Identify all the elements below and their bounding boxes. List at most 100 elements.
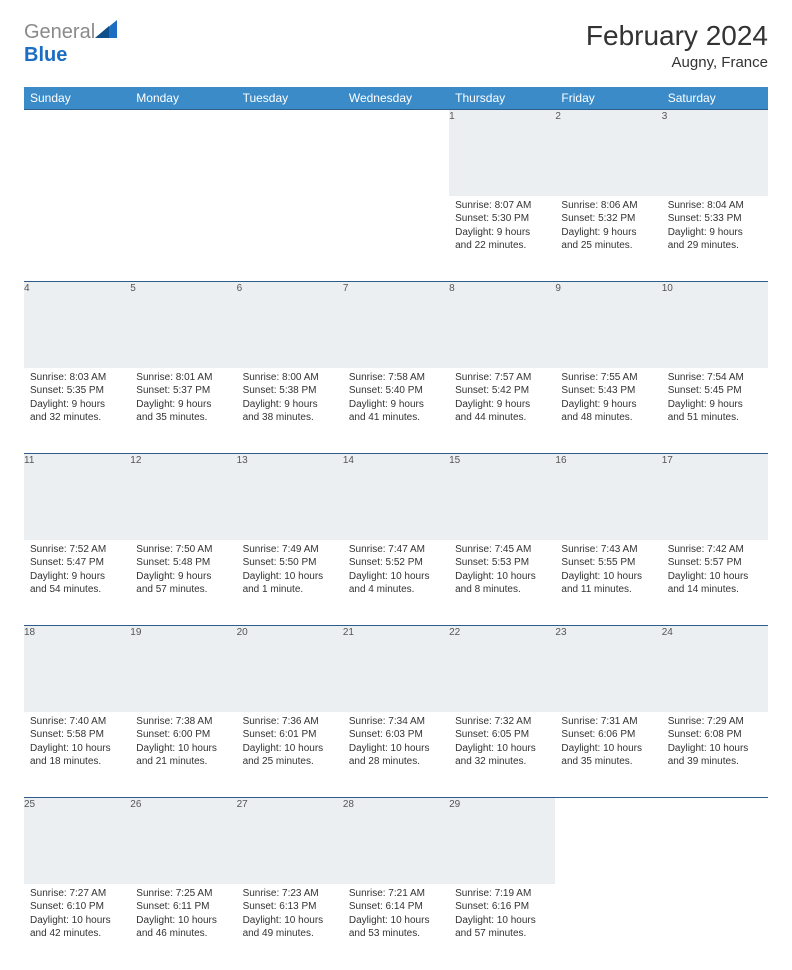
- sunset-text: Sunset: 5:45 PM: [668, 384, 762, 398]
- empty-cell: [555, 798, 661, 884]
- day-number-row: 18192021222324: [24, 626, 768, 712]
- sunrise-text: Sunrise: 7:49 AM: [243, 543, 337, 557]
- day-cell: Sunrise: 7:55 AMSunset: 5:43 PMDaylight:…: [555, 368, 661, 454]
- sunset-text: Sunset: 5:30 PM: [455, 212, 549, 226]
- daylight-text: Daylight: 10 hours: [30, 742, 124, 756]
- daylight-text: and 46 minutes.: [136, 927, 230, 941]
- day-cell: Sunrise: 8:00 AMSunset: 5:38 PMDaylight:…: [237, 368, 343, 454]
- daylight-text: Daylight: 10 hours: [455, 570, 549, 584]
- day-cell: Sunrise: 7:32 AMSunset: 6:05 PMDaylight:…: [449, 712, 555, 798]
- sunset-text: Sunset: 5:33 PM: [668, 212, 762, 226]
- sunrise-text: Sunrise: 7:27 AM: [30, 887, 124, 901]
- day-cell: Sunrise: 7:36 AMSunset: 6:01 PMDaylight:…: [237, 712, 343, 798]
- day-number: 26: [130, 798, 236, 884]
- logo: General Blue: [24, 20, 117, 67]
- sunset-text: Sunset: 6:05 PM: [455, 728, 549, 742]
- logo-triangle-icon: [95, 20, 117, 38]
- sunrise-text: Sunrise: 8:04 AM: [668, 199, 762, 213]
- day-cell: Sunrise: 7:58 AMSunset: 5:40 PMDaylight:…: [343, 368, 449, 454]
- day-body-row: Sunrise: 7:52 AMSunset: 5:47 PMDaylight:…: [24, 540, 768, 626]
- daylight-text: and 28 minutes.: [349, 755, 443, 769]
- day-number: 21: [343, 626, 449, 712]
- daylight-text: and 53 minutes.: [349, 927, 443, 941]
- day-cell: Sunrise: 7:54 AMSunset: 5:45 PMDaylight:…: [662, 368, 768, 454]
- daylight-text: Daylight: 9 hours: [668, 398, 762, 412]
- sunrise-text: Sunrise: 7:25 AM: [136, 887, 230, 901]
- day-number-row: 45678910: [24, 282, 768, 368]
- sunrise-text: Sunrise: 7:45 AM: [455, 543, 549, 557]
- sunrise-text: Sunrise: 7:23 AM: [243, 887, 337, 901]
- daylight-text: and 32 minutes.: [455, 755, 549, 769]
- day-number: 1: [449, 110, 555, 196]
- sunrise-text: Sunrise: 7:34 AM: [349, 715, 443, 729]
- day-body-row: Sunrise: 8:07 AMSunset: 5:30 PMDaylight:…: [24, 196, 768, 282]
- day-number: 13: [237, 454, 343, 540]
- daylight-text: and 57 minutes.: [455, 927, 549, 941]
- weekday-header: Monday: [130, 87, 236, 110]
- day-cell: Sunrise: 7:29 AMSunset: 6:08 PMDaylight:…: [662, 712, 768, 798]
- daylight-text: Daylight: 10 hours: [455, 914, 549, 928]
- day-number: 12: [130, 454, 236, 540]
- sunrise-text: Sunrise: 7:42 AM: [668, 543, 762, 557]
- daylight-text: Daylight: 10 hours: [136, 914, 230, 928]
- empty-cell: [662, 884, 768, 970]
- sunrise-text: Sunrise: 8:07 AM: [455, 199, 549, 213]
- sunset-text: Sunset: 6:16 PM: [455, 900, 549, 914]
- day-number: 14: [343, 454, 449, 540]
- sunset-text: Sunset: 5:57 PM: [668, 556, 762, 570]
- sunrise-text: Sunrise: 7:58 AM: [349, 371, 443, 385]
- day-number-row: 123: [24, 110, 768, 196]
- daylight-text: Daylight: 10 hours: [349, 914, 443, 928]
- sunset-text: Sunset: 5:58 PM: [30, 728, 124, 742]
- sunset-text: Sunset: 5:47 PM: [30, 556, 124, 570]
- day-number: 15: [449, 454, 555, 540]
- daylight-text: and 48 minutes.: [561, 411, 655, 425]
- daylight-text: and 35 minutes.: [136, 411, 230, 425]
- calendar-head: SundayMondayTuesdayWednesdayThursdayFrid…: [24, 87, 768, 110]
- daylight-text: and 57 minutes.: [136, 583, 230, 597]
- daylight-text: and 35 minutes.: [561, 755, 655, 769]
- daylight-text: Daylight: 9 hours: [561, 226, 655, 240]
- weekday-header: Tuesday: [237, 87, 343, 110]
- day-number: 10: [662, 282, 768, 368]
- day-cell: Sunrise: 7:42 AMSunset: 5:57 PMDaylight:…: [662, 540, 768, 626]
- daylight-text: and 38 minutes.: [243, 411, 337, 425]
- sunset-text: Sunset: 5:48 PM: [136, 556, 230, 570]
- day-cell: Sunrise: 7:23 AMSunset: 6:13 PMDaylight:…: [237, 884, 343, 970]
- day-cell: Sunrise: 7:25 AMSunset: 6:11 PMDaylight:…: [130, 884, 236, 970]
- logo-text-general: General: [24, 21, 95, 43]
- weekday-header: Wednesday: [343, 87, 449, 110]
- location: Augny, France: [586, 54, 768, 71]
- empty-cell: [343, 110, 449, 196]
- daylight-text: and 11 minutes.: [561, 583, 655, 597]
- sunrise-text: Sunrise: 7:54 AM: [668, 371, 762, 385]
- daylight-text: Daylight: 10 hours: [561, 742, 655, 756]
- sunrise-text: Sunrise: 7:21 AM: [349, 887, 443, 901]
- day-number-row: 11121314151617: [24, 454, 768, 540]
- sunset-text: Sunset: 6:14 PM: [349, 900, 443, 914]
- day-cell: Sunrise: 7:27 AMSunset: 6:10 PMDaylight:…: [24, 884, 130, 970]
- daylight-text: and 18 minutes.: [30, 755, 124, 769]
- sunset-text: Sunset: 6:03 PM: [349, 728, 443, 742]
- day-number: 27: [237, 798, 343, 884]
- daylight-text: Daylight: 10 hours: [136, 742, 230, 756]
- sunrise-text: Sunrise: 7:43 AM: [561, 543, 655, 557]
- daylight-text: Daylight: 9 hours: [243, 398, 337, 412]
- calendar-table: SundayMondayTuesdayWednesdayThursdayFrid…: [24, 87, 768, 970]
- empty-cell: [237, 110, 343, 196]
- day-cell: Sunrise: 7:43 AMSunset: 5:55 PMDaylight:…: [555, 540, 661, 626]
- sunset-text: Sunset: 5:53 PM: [455, 556, 549, 570]
- daylight-text: Daylight: 9 hours: [455, 226, 549, 240]
- day-cell: Sunrise: 7:21 AMSunset: 6:14 PMDaylight:…: [343, 884, 449, 970]
- weekday-header: Sunday: [24, 87, 130, 110]
- day-cell: Sunrise: 7:40 AMSunset: 5:58 PMDaylight:…: [24, 712, 130, 798]
- day-cell: Sunrise: 7:38 AMSunset: 6:00 PMDaylight:…: [130, 712, 236, 798]
- logo-text-blue: Blue: [24, 44, 67, 66]
- day-number: 28: [343, 798, 449, 884]
- daylight-text: and 49 minutes.: [243, 927, 337, 941]
- daylight-text: Daylight: 10 hours: [349, 742, 443, 756]
- day-cell: Sunrise: 7:49 AMSunset: 5:50 PMDaylight:…: [237, 540, 343, 626]
- day-cell: Sunrise: 7:31 AMSunset: 6:06 PMDaylight:…: [555, 712, 661, 798]
- day-body-row: Sunrise: 7:40 AMSunset: 5:58 PMDaylight:…: [24, 712, 768, 798]
- day-number: 7: [343, 282, 449, 368]
